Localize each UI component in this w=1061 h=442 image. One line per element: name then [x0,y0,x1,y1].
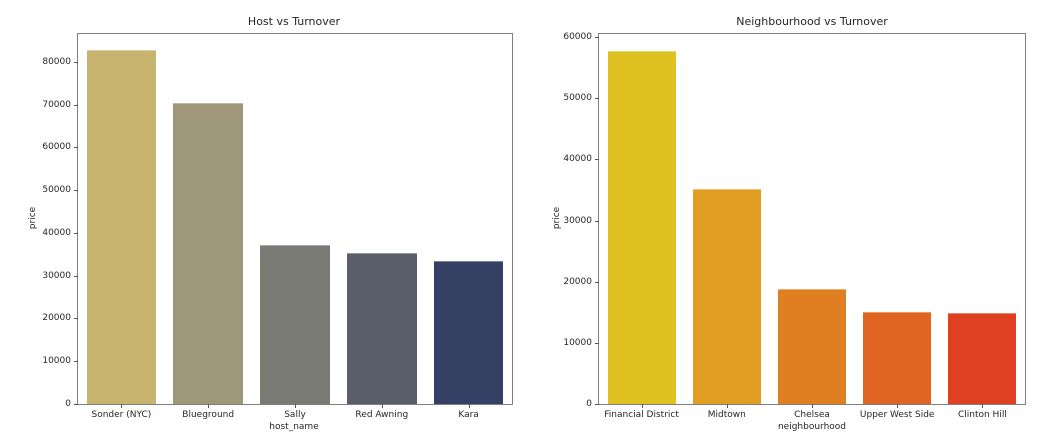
x-tick-label: Red Awning [355,410,409,420]
chart-title: Host vs Turnover [247,15,341,28]
bar [347,253,417,404]
x-tick-label: Sally [284,410,306,420]
x-tick-label: Midtown [707,410,746,420]
bar [607,51,676,404]
y-tick-label: 20000 [42,313,71,324]
x-tick-label: Clinton Hill [957,410,1007,420]
bar [692,188,761,404]
y-tick-label: 0 [65,399,71,409]
y-tick-label: 10000 [42,356,71,367]
x-tick-label: Kara [458,410,479,420]
x-axis-label: host_name [269,422,319,432]
plot-area: Financial District Midtown Chelsea Upper We… [563,32,1026,420]
y-axis-label: price [28,206,39,230]
y-tick-label: 50000 [563,93,592,104]
y-tick-label: 70000 [42,99,71,110]
y-tick-label: 30000 [42,270,71,281]
y-tick-label: 40000 [42,227,71,238]
y-tick-label: 40000 [563,154,592,165]
bar [863,312,932,404]
y-axis-label: price [552,206,563,230]
bar [777,289,847,404]
bar [260,245,330,404]
neighbourhood-vs-turnover-chart: Neighbourhood vs Turnover price Financia… [530,0,1061,442]
chart-title: Neighbourhood vs Turnover [736,15,888,28]
y-tick-label: 60000 [42,142,71,153]
y-tick-label: 0 [586,399,592,409]
bar [433,260,504,404]
x-tick-label: Financial District [604,410,679,420]
y-tick-label: 10000 [563,337,592,348]
bar [86,50,157,404]
bar [948,313,1017,404]
y-tick-label: 80000 [42,56,71,67]
host-vs-turnover-chart: Host vs Turnover price Sonder (NYC) Blueg… [0,0,530,442]
x-tick-label: Sonder (NYC) [91,410,152,420]
x-tick-label: Chelsea [794,410,830,420]
x-axis-label: neighbourhood [777,422,847,432]
y-tick-label: 50000 [42,185,71,196]
bar [173,103,243,404]
y-tick-label: 30000 [563,215,592,226]
x-tick-label: Upper West Side [859,410,935,420]
y-tick-label: 20000 [563,276,592,287]
plot-area: Sonder (NYC) Blueground Sally Red Awning Kar… [42,33,513,420]
y-tick-label: 60000 [563,32,592,43]
x-tick-label: Blueground [182,410,235,420]
